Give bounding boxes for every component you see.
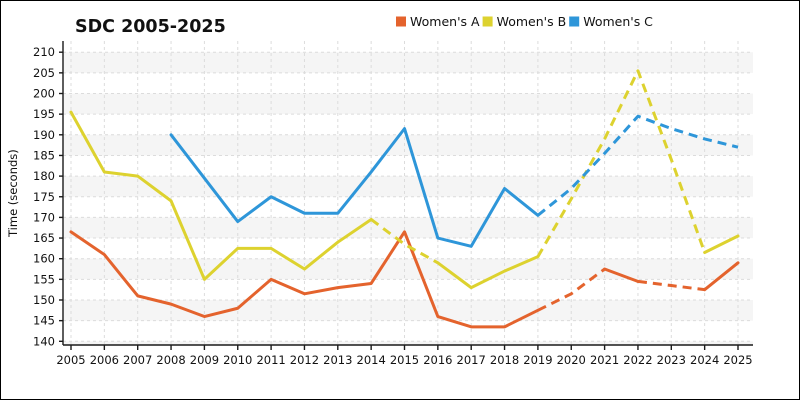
background-bands [63,52,753,345]
x-tick-label: 2024 [690,353,719,367]
x-axis-labels: 2005 2006 2007 2008 2009 2010 2011 2012 2013 2014… [56,353,752,367]
y-tick-label: 200 [33,87,55,101]
y-tick-label: 210 [33,45,55,59]
x-tick-label: 2020 [557,353,586,367]
x-tick-label: 2009 [190,353,219,367]
x-tick-label: 2025 [723,353,752,367]
solid-segment-women-s-b [69,110,373,281]
x-tick-label: 2012 [290,353,319,367]
y-tick-label: 185 [33,148,55,162]
x-tick-label: 2010 [223,353,252,367]
solid-segment-women-s-b [436,255,540,290]
solid-segment-women-s-b [703,234,740,255]
chart-title: SDC 2005-2025 [75,17,226,37]
x-tick-label: 2006 [90,353,119,367]
y-axis-labels: 140 145 150 155 160 165 170 175 180 185 190 195 200 2… [33,45,55,348]
dashed-segment-women-s-b [536,69,707,258]
y-tick-label: 155 [33,272,55,286]
x-tick-label: 2021 [590,353,619,367]
y-axis-title: Time (seconds) [6,149,20,238]
background-band [63,341,753,345]
y-tick-label: 150 [33,293,55,307]
y-tick-label: 190 [33,128,55,142]
x-tick-label: 2022 [623,353,652,367]
background-band [63,300,753,321]
y-tick-label: 180 [33,169,55,183]
x-tick-label: 2011 [256,353,285,367]
series-lines [69,69,740,329]
x-tick-label: 2019 [523,353,552,367]
legend-swatch-women-s-a-icon [396,16,406,27]
x-tick-label: 2016 [423,353,452,367]
background-band [63,217,753,239]
y-tick-label: 205 [33,66,55,80]
background-band [63,258,753,280]
x-tick-label: 2005 [56,353,85,367]
dashed-segment-women-s-a [637,279,705,292]
legend-item-women-s-c[interactable]: Women's C [569,14,653,29]
solid-segment-women-s-a [703,261,740,292]
series-line-women-s-c [169,114,739,248]
x-tick-label: 2018 [490,353,519,367]
y-tick-label: 175 [33,190,55,204]
x-tick-label: 2015 [390,353,419,367]
legend-swatch-women-s-b-icon [482,16,493,27]
background-band [63,52,753,73]
legend: Women's A Women's B Women's C [396,14,653,29]
legend-label: Women's A [410,14,480,29]
solid-segment-women-s-c [169,127,540,248]
y-tick-label: 170 [33,210,55,224]
y-tick-label: 160 [33,252,55,266]
x-tick-label: 2023 [657,353,686,367]
y-tick-label: 140 [33,334,55,348]
solid-segment-women-s-a [603,267,640,283]
solid-segment-women-s-a [69,230,540,329]
y-tick-label: 195 [33,107,55,121]
x-tick-label: 2017 [457,353,486,367]
dashed-segment-women-s-a [537,267,606,312]
y-tick-label: 145 [33,314,55,328]
background-band [63,176,753,197]
legend-item-women-s-a[interactable]: Women's A [396,14,480,29]
dashed-segment-women-s-c [536,114,739,217]
series-line-women-s-b [69,69,740,290]
legend-item-women-s-b[interactable]: Women's B [482,14,567,29]
legend-swatch-women-s-c-icon [569,16,580,27]
y-tick-label: 165 [33,231,55,245]
legend-label: Women's C [583,14,653,29]
x-tick-label: 2007 [123,353,152,367]
x-tick-label: 2008 [156,353,185,367]
series-line-women-s-a [69,230,740,329]
legend-label: Women's B [497,14,567,29]
x-tick-label: 2014 [357,353,386,367]
background-band [63,93,753,115]
dashed-segment-women-s-b [370,218,439,265]
x-tick-label: 2013 [323,353,352,367]
axes [59,41,753,350]
